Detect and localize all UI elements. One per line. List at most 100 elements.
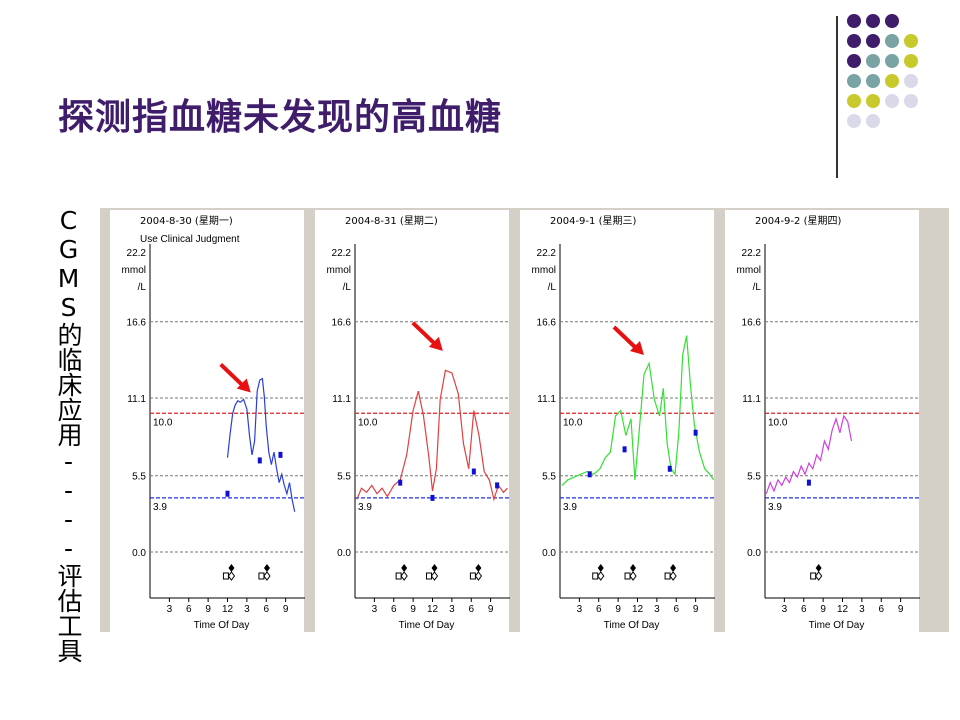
event-marker-diamond	[669, 571, 677, 581]
fingerstick-point	[471, 468, 476, 475]
event-marker-box	[258, 572, 265, 580]
decor-dot	[904, 34, 918, 48]
y-tick-label: 0.0	[542, 548, 556, 559]
y-tick-label: 11.1	[332, 394, 351, 405]
x-tick-label: 6	[468, 604, 474, 615]
x-tick-label: 9	[898, 604, 904, 615]
decor-dot	[866, 34, 880, 48]
decor-dot	[847, 14, 861, 28]
x-tick-label: 6	[263, 604, 269, 615]
x-tick-label: 3	[859, 604, 865, 615]
highlight-arrow-head	[236, 378, 251, 393]
chart-date-label: 2004-8-30 (星期一)	[140, 215, 233, 227]
x-tick-label: 6	[673, 604, 679, 615]
x-axis-label: Time Of Day	[809, 620, 865, 631]
x-tick-label: 3	[372, 604, 378, 615]
decor-dot	[885, 74, 899, 88]
y-tick-label: 5.5	[542, 472, 556, 483]
chart-panel-2: 2004-8-31 (星期二) 22.2 mmol/L 16.6 11.1 5.5 0.0 1…	[315, 210, 510, 632]
y-unit-label: 22.2	[742, 248, 762, 259]
threshold-label: 10.0	[358, 417, 378, 428]
x-tick-label: 3	[449, 604, 455, 615]
event-marker-diamond	[474, 571, 483, 581]
side-label: CGMS的临床应用----评估工具	[54, 206, 83, 663]
highlight-arrow-shaft	[411, 321, 437, 346]
x-tick-label: 6	[596, 604, 602, 615]
chart-date-label: 2004-9-2 (星期四)	[755, 215, 841, 227]
event-marker-dot	[630, 564, 637, 572]
x-tick-label: 12	[427, 604, 439, 615]
event-marker-diamond	[400, 571, 408, 581]
decorative-dot-grid	[847, 14, 918, 128]
y-tick-label: 16.6	[127, 318, 147, 329]
chart-background	[520, 210, 714, 632]
y-tick-label: 5.5	[132, 472, 146, 483]
threshold-label: 3.9	[358, 502, 372, 513]
decor-dot	[847, 54, 861, 68]
threshold-label: 3.9	[563, 502, 577, 513]
y-tick-label: 11.1	[127, 394, 146, 405]
x-tick-label: 3	[244, 604, 250, 615]
fingerstick-point	[667, 465, 672, 472]
decor-dot	[904, 94, 918, 108]
x-tick-label: 12	[837, 604, 849, 615]
decor-dot	[847, 74, 861, 88]
threshold-label: 3.9	[768, 502, 782, 513]
event-marker-diamond	[430, 571, 439, 581]
event-marker-box	[426, 572, 432, 580]
fingerstick-point	[257, 457, 262, 464]
fingerstick-point	[693, 429, 698, 436]
x-tick-label: 9	[410, 604, 416, 615]
x-tick-label: 9	[693, 604, 699, 615]
x-tick-label: 3	[782, 604, 788, 615]
fingerstick-point	[622, 446, 627, 453]
decor-dot	[866, 94, 880, 108]
x-tick-label: 6	[878, 604, 884, 615]
chart-subtitle: Use Clinical Judgment	[140, 234, 240, 245]
decor-dot	[885, 34, 899, 48]
threshold-label: 10.0	[563, 417, 583, 428]
y-tick-label: 0.0	[747, 548, 761, 559]
event-marker-box	[592, 572, 599, 580]
chart-date-label: 2004-9-1 (星期三)	[550, 215, 636, 227]
y-unit-label: mmol	[532, 265, 556, 276]
x-axis-label: Time Of Day	[194, 620, 250, 631]
event-marker-dot	[431, 564, 438, 572]
event-marker-dot	[228, 564, 235, 572]
event-marker-dot	[815, 564, 822, 572]
y-unit-label: /L	[548, 282, 557, 293]
x-tick-label: 9	[283, 604, 289, 615]
decor-dot	[847, 114, 861, 128]
x-axis-label: Time Of Day	[604, 620, 660, 631]
highlight-arrow-head	[428, 336, 443, 351]
event-marker-dot	[263, 564, 270, 572]
x-tick-label: 3	[577, 604, 583, 615]
threshold-label: 10.0	[768, 417, 788, 428]
highlight-arrow-shaft	[219, 363, 245, 387]
y-tick-label: 11.1	[742, 394, 761, 405]
x-tick-label: 9	[205, 604, 211, 615]
chart-panel-1: 2004-8-30 (星期一) Use Clinical Judgment 22.2…	[110, 210, 305, 632]
event-marker-box	[222, 572, 229, 580]
decor-dot	[885, 14, 899, 28]
y-unit-label: /L	[138, 282, 147, 293]
event-marker-dot	[670, 564, 677, 572]
glucose-trace	[765, 414, 853, 494]
decor-dot	[866, 54, 880, 68]
x-tick-label: 6	[391, 604, 397, 615]
x-tick-label: 3	[167, 604, 173, 615]
event-marker-diamond	[227, 571, 236, 581]
chart-panel-3: 2004-9-1 (星期三) 22.2 mmol/L 16.6 11.1 5.5 0.0 10…	[520, 210, 715, 632]
threshold-label: 3.9	[153, 502, 167, 513]
y-unit-label: /L	[753, 282, 762, 293]
decor-dot	[885, 54, 899, 68]
y-tick-label: 16.6	[537, 318, 557, 329]
y-tick-label: 16.6	[742, 318, 762, 329]
event-marker-diamond	[263, 571, 271, 581]
chart-panel-4: 2004-9-2 (星期四) 22.2 mmol/L 16.6 11.1 5.5 0.0 10…	[725, 210, 920, 632]
decor-dot	[866, 14, 880, 28]
glucose-trace	[356, 369, 508, 502]
glucose-trace	[226, 377, 296, 512]
y-tick-label: 5.5	[747, 472, 761, 483]
fingerstick-point	[398, 479, 403, 486]
